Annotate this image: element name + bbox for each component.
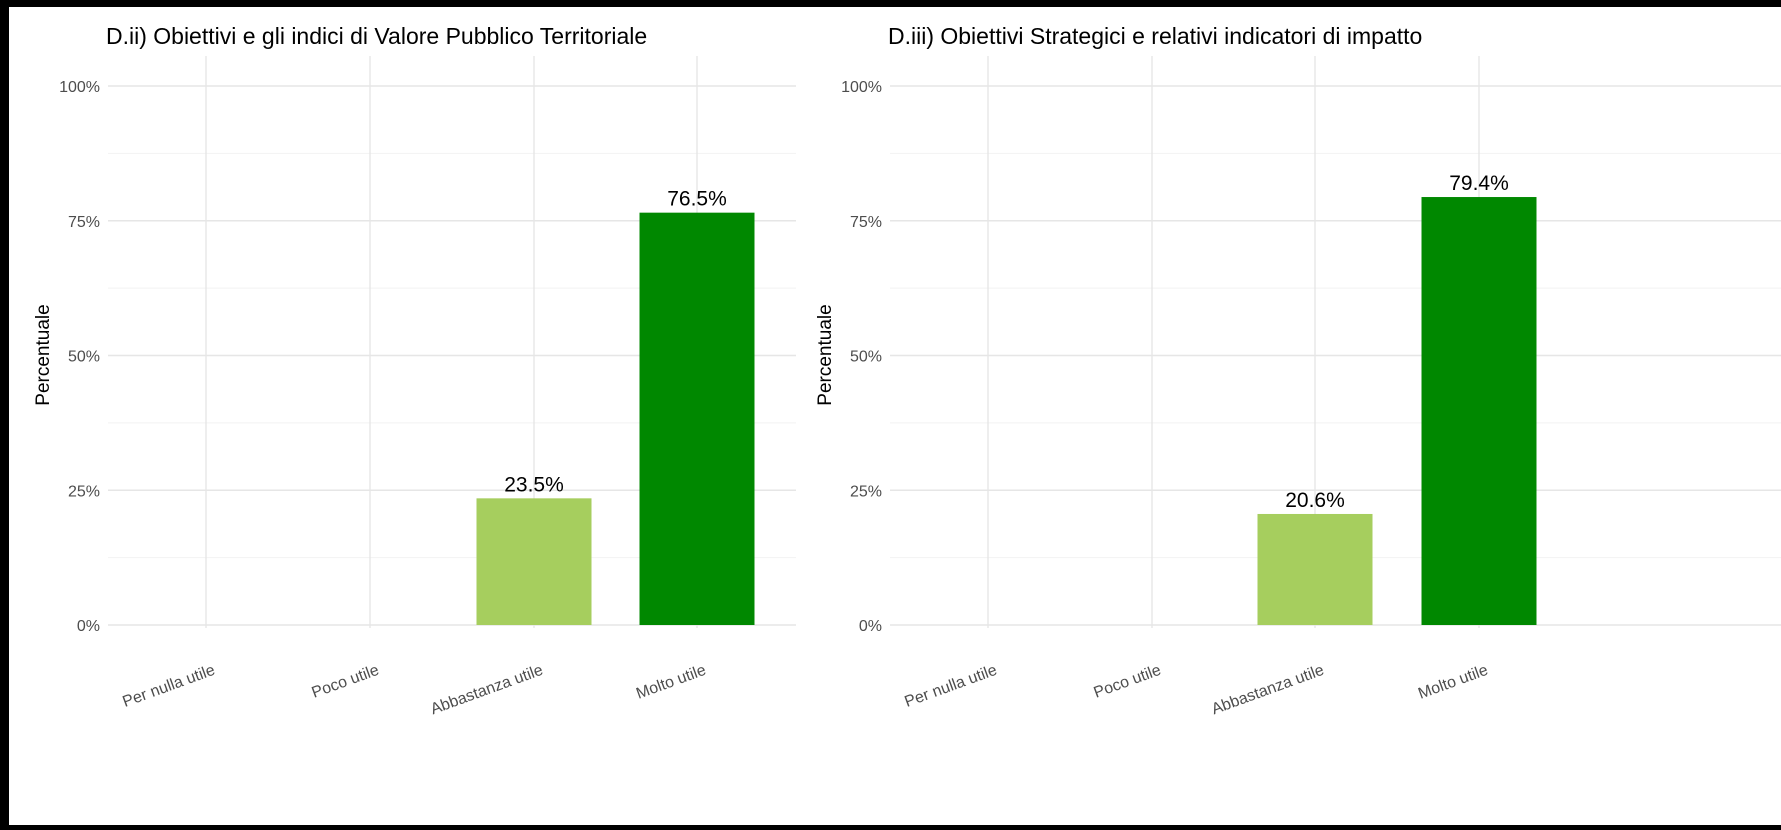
y-tick-label: 25% <box>850 483 882 500</box>
y-tick-label: 100% <box>59 79 100 96</box>
y-tick-label: 0% <box>77 618 100 635</box>
x-tick-label: Per nulla utile <box>120 662 217 711</box>
x-tick-label: Poco utile <box>310 662 382 702</box>
bar-abbastanza-utile <box>476 498 592 625</box>
chart-title: D.iii) Obiettivi Strategici e relativi i… <box>888 23 1422 49</box>
x-tick-label: Abbastanza utile <box>428 662 545 718</box>
data-label: 76.5% <box>667 188 727 211</box>
x-tick-label: Molto utile <box>1416 662 1490 703</box>
bar-abbastanza-utile <box>1257 513 1373 625</box>
x-tick-label: Molto utile <box>634 662 708 703</box>
x-tick-label: Poco utile <box>1092 662 1164 702</box>
y-axis-label: Percentuale <box>815 304 836 405</box>
bar-molto-utile <box>1421 197 1537 625</box>
y-axis-label: Percentuale <box>33 304 54 405</box>
y-tick-label: 75% <box>68 214 100 231</box>
y-tick-label: 100% <box>841 79 882 96</box>
x-tick-label: Per nulla utile <box>902 662 999 711</box>
charts-canvas: 0% 25% 50% 75% 100% 23.5% 76.5% Per nulla utile… <box>33 23 1781 718</box>
x-tick-label: Abbastanza utile <box>1209 662 1326 718</box>
y-tick-label: 0% <box>859 618 882 635</box>
bar-molto-utile <box>639 212 755 626</box>
data-label: 20.6% <box>1285 489 1345 512</box>
chart-title: D.ii) Obiettivi e gli indici di Valore P… <box>106 23 647 49</box>
y-tick-label: 50% <box>850 349 882 366</box>
y-tick-label: 75% <box>850 214 882 231</box>
data-label: 23.5% <box>504 473 564 496</box>
data-label: 79.4% <box>1449 172 1509 195</box>
y-tick-label: 50% <box>68 349 100 366</box>
chart-panel-1: 0% 25% 50% 75% 100% 23.5% 76.5% Per nulla utile… <box>33 23 796 718</box>
chart-panel-2: 0% 25% 50% 75% 100% 20.6% 79.4% Per nulla utile… <box>815 23 1781 718</box>
y-tick-label: 25% <box>68 483 100 500</box>
